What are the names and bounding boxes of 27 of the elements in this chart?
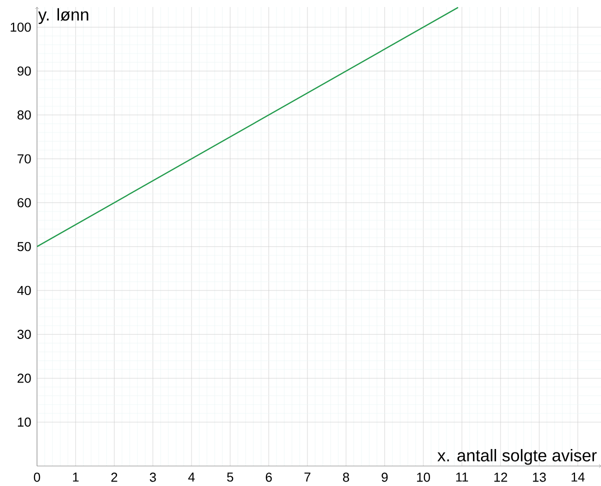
y-tick-label: 90 [18,66,31,76]
x-tick-label: 2 [111,472,118,482]
x-tick-label: 5 [227,472,234,482]
x-tick-label: 6 [266,472,272,482]
x-tick-label: 7 [304,472,310,482]
x-tick-label: 4 [188,472,195,482]
x-tick-label: 12 [494,472,508,482]
y-tick-label: 60 [18,198,31,208]
x-tick-label: 13 [532,472,546,482]
y-tick-label: 40 [17,286,31,296]
x-tick-label: 9 [382,472,388,482]
y-tick-label: 20 [18,374,31,383]
x-tick-label: 14 [572,472,585,482]
y-tick-label: 10 [18,418,31,427]
x-tick-label: 0 [34,472,40,482]
y-tick-label: 30 [17,330,31,339]
y-tick-label: 100 [10,22,31,32]
x-axis-title: x. antall solgte aviser [437,449,597,465]
y-tick-label: 70 [18,154,31,164]
x-tick-label: 8 [343,472,350,482]
x-tick-label: 11 [456,472,468,482]
y-axis-title: y. lønn [38,8,88,24]
x-tick-label: 10 [417,472,430,482]
y-tick-label: 80 [18,110,31,120]
x-tick-label: 3 [150,472,156,482]
y-tick-label: 50 [17,242,31,252]
x-tick-label: 1 [73,472,79,482]
